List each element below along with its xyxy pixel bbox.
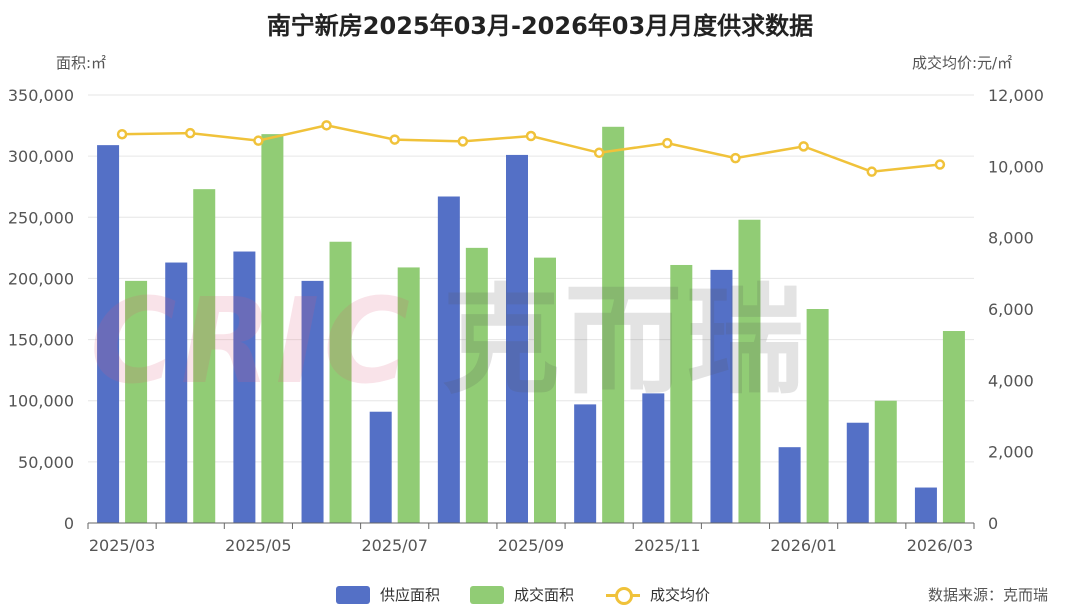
- legend-item-supply[interactable]: 供应面积: [336, 584, 440, 605]
- bar-deal-2025/11: [670, 264, 693, 523]
- x-tick-label: 2026/01: [770, 536, 836, 555]
- data-source: 数据来源：克而瑞: [928, 586, 1049, 604]
- chart-title: 南宁新房2025年03月-2026年03月月度供求数据: [266, 12, 814, 40]
- bar-deal-2025/10: [602, 126, 625, 524]
- bar-deal-2025/12: [738, 219, 761, 523]
- legend-label-deal: 成交面积: [514, 586, 575, 604]
- price-point-2026/02: [866, 166, 878, 177]
- price-point-2026/03: [934, 159, 946, 170]
- price-point-2025/08: [457, 136, 469, 147]
- bar-deal-2026/01: [806, 309, 829, 523]
- legend-swatch-price: [606, 586, 640, 605]
- bar-deal-2025/06: [329, 241, 352, 523]
- bar-supply-2025/07: [369, 411, 392, 523]
- y-tick-label-right: 4,000: [988, 371, 1034, 390]
- legend: 供应面积 成交面积 成交均价: [0, 580, 1080, 610]
- price-point-2025/11: [662, 137, 673, 149]
- y-tick-label-right: 2,000: [988, 443, 1034, 462]
- y-tick-label-right: 10,000: [988, 157, 1044, 176]
- price-point-2025/05: [253, 135, 264, 146]
- y-tick-label-left: 0: [64, 514, 74, 533]
- bar-deal-2026/03: [942, 331, 965, 523]
- y-tick-label-right: 12,000: [988, 86, 1044, 105]
- x-tick-label: 2025/05: [225, 536, 291, 555]
- x-tick-label: 2026/03: [907, 536, 973, 555]
- bar-supply-2025/04: [165, 262, 188, 523]
- price-point-2025/07: [389, 134, 400, 145]
- y-tick-label-right: 6,000: [988, 300, 1034, 319]
- bar-supply-2026/01: [778, 447, 801, 523]
- bar-supply-2025/08: [437, 196, 460, 524]
- price-point-2025/06: [321, 120, 332, 131]
- bar-deal-2025/09: [534, 257, 556, 523]
- x-tick-label: 2025/11: [634, 536, 700, 555]
- legend-label-price: 成交均价: [650, 586, 711, 604]
- y-tick-label-right: 0: [988, 514, 998, 533]
- bar-deal-2025/05: [261, 134, 284, 524]
- y-tick-label-left: 100,000: [8, 392, 74, 411]
- y-tick-label-left: 300,000: [8, 147, 74, 166]
- bar-deal-2025/03: [125, 280, 148, 523]
- left-axis-unit: 面积:㎡: [56, 54, 107, 72]
- price-point-2026/01: [798, 141, 809, 152]
- y-tick-label-left: 150,000: [8, 331, 74, 350]
- y-tick-label-left: 200,000: [8, 269, 74, 288]
- bar-deal-2026/02: [874, 400, 897, 523]
- price-point-2025/10: [593, 147, 605, 159]
- x-tick-label: 2025/07: [361, 536, 427, 555]
- bar-supply-2025/10: [574, 404, 597, 523]
- price-point-2025/12: [730, 152, 741, 164]
- right-axis-unit: 成交均价:元/㎡: [912, 54, 1013, 72]
- bar-supply-2026/03: [914, 487, 937, 523]
- legend-item-price[interactable]: 成交均价: [606, 584, 710, 605]
- price-point-2025/09: [525, 130, 537, 142]
- y-tick-label-right: 8,000: [988, 229, 1034, 248]
- bar-deal-2025/07: [397, 267, 420, 523]
- legend-swatch-deal: [470, 585, 504, 604]
- bar-supply-2025/09: [506, 154, 528, 524]
- y-tick-label-left: 350,000: [8, 86, 74, 105]
- price-point-2025/03: [116, 128, 128, 140]
- bar-supply-2025/03: [97, 145, 120, 523]
- x-tick-label: 2025/09: [498, 536, 564, 555]
- price-point-2025/04: [184, 127, 196, 139]
- bar-supply-2025/06: [301, 280, 324, 523]
- bar-deal-2025/08: [465, 247, 488, 523]
- bar-deal-2025/04: [193, 189, 216, 523]
- bar-supply-2025/11: [642, 393, 665, 523]
- y-tick-label-left: 250,000: [8, 208, 74, 227]
- bar-supply-2025/05: [233, 251, 256, 524]
- legend-swatch-supply: [336, 585, 370, 604]
- x-tick-label: 2025/03: [89, 536, 155, 555]
- legend-item-deal[interactable]: 成交面积: [470, 584, 574, 605]
- bar-supply-2025/12: [710, 269, 733, 523]
- y-tick-label-left: 50,000: [18, 453, 74, 472]
- bar-supply-2026/02: [846, 422, 869, 523]
- legend-label-supply: 供应面积: [380, 586, 441, 604]
